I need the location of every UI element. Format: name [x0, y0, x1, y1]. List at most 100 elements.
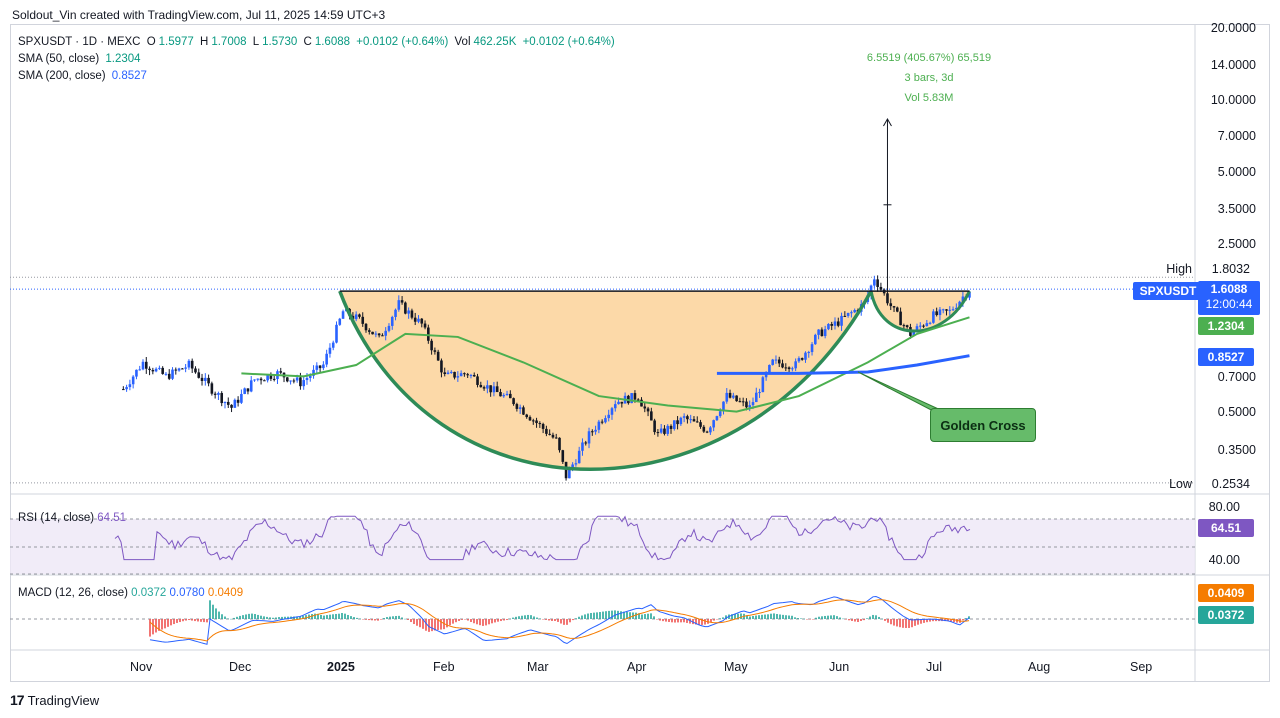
candle-body — [617, 401, 620, 405]
macd-histogram-bar — [173, 619, 175, 625]
macd-histogram-bar — [701, 619, 703, 625]
candle-body — [187, 360, 191, 368]
macd-histogram-bar — [206, 619, 208, 623]
candle-body — [918, 325, 922, 327]
macd-histogram-bar — [374, 619, 376, 621]
macd-histogram-bar — [599, 612, 601, 619]
macd-histogram-bar — [410, 619, 412, 623]
candle-body — [787, 367, 791, 370]
golden-cross-annotation[interactable]: Golden Cross — [930, 408, 1036, 442]
low-value: 1.5730 — [262, 36, 298, 48]
macd-histogram-bar — [758, 615, 760, 619]
candle-body — [210, 383, 214, 394]
candle-body — [148, 368, 151, 371]
macd-histogram-bar — [731, 614, 733, 619]
macd-histogram-bar — [764, 614, 766, 619]
macd-histogram-bar — [671, 619, 673, 623]
rsi-line — [114, 515, 971, 561]
macd-histogram-bar — [674, 619, 676, 623]
candle-body — [784, 367, 788, 369]
candle-body — [630, 393, 633, 404]
macd-histogram-bar — [950, 619, 952, 622]
macd-histogram-bar — [635, 612, 637, 619]
candle-body — [889, 303, 893, 307]
price-tick: 3.5000 — [1217, 202, 1256, 216]
candle-body — [312, 369, 315, 376]
macd-histogram-bar — [302, 615, 304, 619]
macd-histogram-bar — [803, 618, 805, 620]
month-label: Aug — [1028, 660, 1051, 674]
macd-histogram-bar — [647, 613, 649, 619]
macd-histogram-bar — [890, 619, 892, 625]
candle-body — [899, 311, 902, 326]
macd-histogram-bar — [359, 618, 361, 620]
macd-histogram-bar — [332, 614, 334, 619]
macd-histogram-bar — [461, 619, 463, 620]
macd-histogram-bar — [179, 619, 181, 623]
candle-body — [482, 387, 486, 389]
macd-histogram-bar — [467, 619, 469, 621]
candle-body — [741, 401, 745, 403]
macd-histogram-bar — [422, 619, 424, 629]
candle-body — [364, 323, 368, 331]
month-label: Sep — [1130, 660, 1153, 674]
macd-histogram-bar — [380, 619, 382, 620]
candle-body — [204, 377, 207, 381]
cup-curve — [338, 290, 873, 471]
macd-histogram-bar — [395, 615, 397, 619]
macd-histogram-bar — [545, 619, 547, 620]
candle-body — [158, 367, 161, 369]
candle-body — [705, 431, 709, 433]
candle-body — [489, 385, 492, 393]
macd-histogram-bar — [560, 619, 562, 624]
candle-body — [692, 419, 696, 422]
macd-histogram-bar — [482, 619, 484, 626]
cup-fill — [339, 291, 872, 470]
candle-body — [249, 380, 253, 392]
macd-histogram-bar — [317, 613, 319, 619]
candle-body — [289, 380, 292, 382]
candle-body — [220, 393, 224, 404]
tradingview-logo[interactable]: 17 TradingView — [10, 692, 99, 708]
macd-histogram-bar — [263, 616, 265, 619]
candle-body — [479, 384, 483, 388]
candle-body — [256, 378, 260, 380]
sma50-line — [241, 316, 970, 413]
macd-histogram-bar — [842, 618, 844, 620]
macd-histogram-bar — [608, 610, 610, 619]
candle-body — [830, 324, 834, 326]
candle-body — [361, 316, 365, 324]
macd-histogram-bar — [923, 619, 925, 623]
candle-body — [640, 399, 643, 407]
macd-histogram-bar — [404, 618, 406, 620]
candle-body — [328, 347, 332, 354]
macd-histogram-bar — [644, 614, 646, 619]
macd-histogram-bar — [734, 613, 736, 619]
candle-body — [666, 425, 670, 434]
candle-body — [226, 401, 230, 405]
macd-histogram-bar — [626, 611, 628, 619]
macd-histogram-bar — [629, 612, 631, 619]
macd-histogram-bar — [449, 619, 451, 626]
macd-histogram-bar — [344, 613, 346, 619]
candle-body — [331, 342, 335, 348]
candle-body — [446, 372, 450, 375]
price-tick: 5.0000 — [1217, 165, 1256, 179]
candle-body — [476, 376, 479, 385]
candle-body — [922, 325, 925, 327]
macd-histogram-bar — [155, 619, 157, 633]
macd-histogram-bar — [650, 613, 652, 619]
close-label: C — [303, 36, 312, 48]
macd-histogram-bar — [770, 613, 772, 619]
candle-body — [453, 371, 456, 378]
candle-body — [659, 428, 663, 433]
macd-histogram-bar — [350, 616, 352, 619]
candle-body — [197, 372, 201, 378]
candle-body — [846, 312, 850, 316]
candle-body — [430, 340, 433, 351]
candle-body — [154, 368, 158, 372]
macd-signal-tag: 0.0409 — [1198, 584, 1254, 602]
handle-curve — [869, 290, 971, 333]
candle-body — [138, 369, 142, 371]
candle-body — [286, 377, 289, 382]
